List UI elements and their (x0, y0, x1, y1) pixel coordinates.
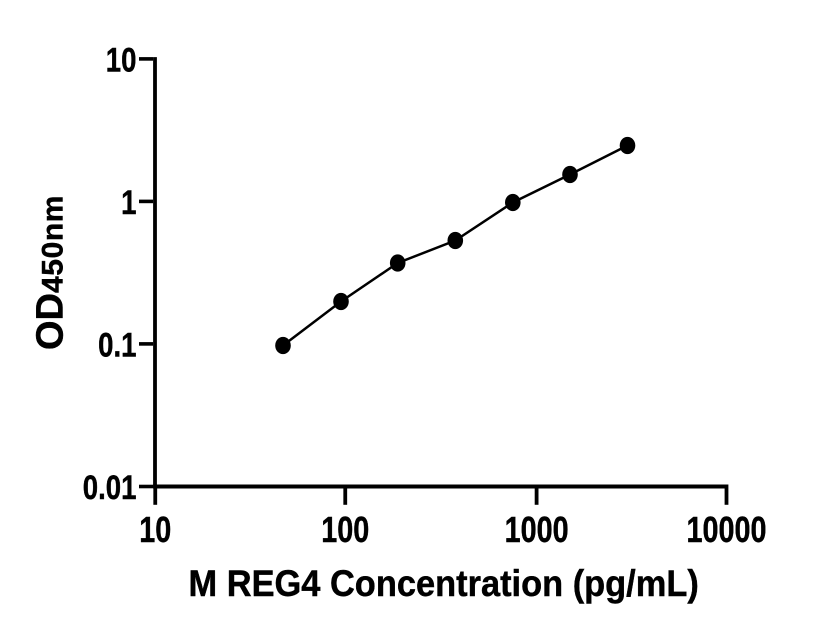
svg-text:10000: 10000 (686, 509, 766, 550)
svg-text:0.1: 0.1 (98, 326, 136, 365)
svg-text:0.01: 0.01 (83, 468, 137, 507)
svg-text:10: 10 (106, 41, 137, 80)
svg-text:OD450nm: OD450nm (30, 195, 72, 350)
svg-text:1: 1 (121, 183, 136, 222)
svg-text:M REG4 Concentration (pg/mL): M REG4 Concentration (pg/mL) (189, 563, 699, 604)
svg-text:100: 100 (321, 509, 369, 550)
svg-text:1000: 1000 (505, 509, 569, 550)
svg-text:10: 10 (139, 509, 171, 550)
